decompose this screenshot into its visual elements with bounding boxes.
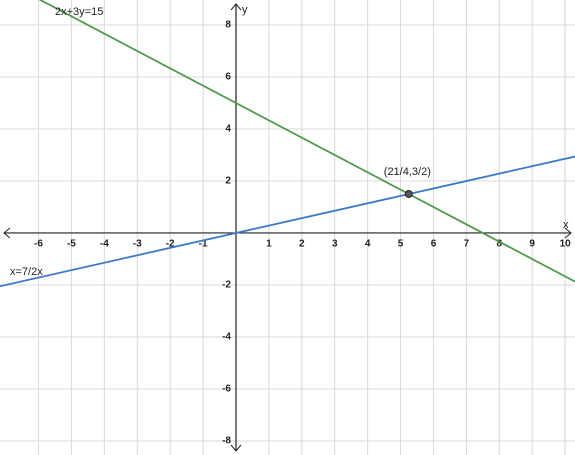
y-tick-label: 8	[225, 20, 231, 31]
axis-arrow	[3, 3, 572, 452]
x-tick-label: -3	[133, 239, 142, 250]
x-tick-label: 1	[266, 239, 272, 250]
x-tick-label: 7	[464, 239, 470, 250]
line	[38, 0, 575, 283]
x-tick-label: 2	[299, 239, 305, 250]
x-axis-label: x	[563, 219, 569, 231]
x-tick-label: -1	[199, 239, 208, 250]
x-tick-label: 4	[365, 239, 371, 250]
y-tick-label: -8	[222, 436, 231, 447]
x-tick-label: 9	[529, 239, 535, 250]
y-tick-label: -6	[222, 384, 231, 395]
series-label: 2x+3y=15	[55, 6, 103, 18]
line	[0, 155, 575, 288]
x-tick-label: 10	[560, 239, 572, 250]
x-tick-label: 3	[332, 239, 338, 250]
y-tick-label: 6	[225, 72, 231, 83]
x-tick-label: 6	[431, 239, 437, 250]
y-tick-label: -4	[222, 332, 231, 343]
y-tick-label: -2	[222, 280, 231, 291]
y-axis-label: y	[242, 4, 248, 16]
x-tick-label: 8	[497, 239, 503, 250]
x-tick-label: -4	[100, 239, 109, 250]
x-tick-label: -6	[34, 239, 43, 250]
x-tick-label: 5	[398, 239, 404, 250]
y-tick-label: 2	[225, 176, 231, 187]
point-label: (21/4,3/2)	[384, 166, 431, 178]
series-label: x=7/2x	[10, 266, 43, 278]
x-tick-label: -2	[166, 239, 175, 250]
x-tick-label: -5	[67, 239, 76, 250]
y-tick-label: 4	[225, 124, 231, 135]
point	[404, 189, 413, 198]
